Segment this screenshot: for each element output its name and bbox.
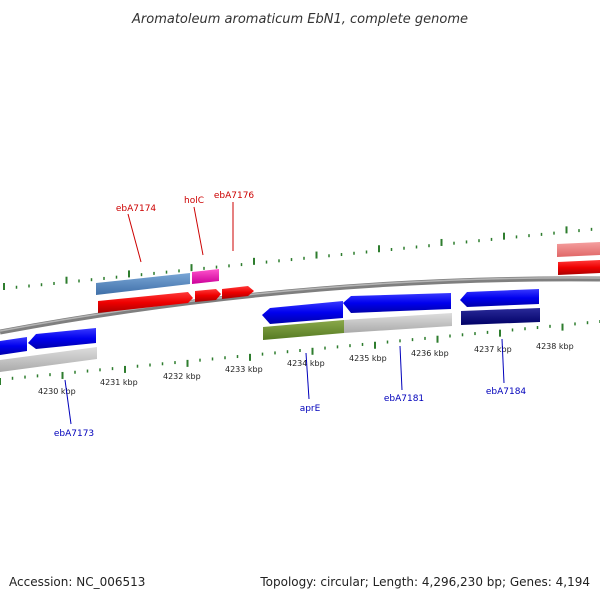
gene-aprE-cds[interactable] — [343, 293, 451, 313]
forward-gene-labels: ebA7174 holC ebA7176 — [116, 191, 255, 263]
gene-holC[interactable] — [192, 269, 219, 284]
forward-tick-row — [3, 226, 593, 290]
gene-holC-cds[interactable] — [195, 289, 221, 302]
reverse-gene-labels: ebA7173 aprE ebA7181 ebA7184 — [54, 338, 527, 439]
leader-line — [305, 352, 310, 400]
accession-text: Accession: NC_006513 — [9, 575, 145, 589]
gene-label-ebA7174[interactable]: ebA7174 — [116, 204, 157, 214]
kbp-label: 4230 kbp — [38, 387, 76, 396]
gene-ebA7173-neighbor[interactable] — [28, 328, 96, 349]
kbp-label: 4238 kbp — [536, 342, 574, 351]
leader-line — [501, 338, 505, 384]
leader-line — [64, 379, 72, 425]
leader-line — [399, 345, 403, 391]
gene-label-ebA7173[interactable]: ebA7173 — [54, 429, 94, 439]
leader-line — [193, 206, 204, 256]
kbp-label: 4233 kbp — [225, 365, 263, 374]
gene-ebA7176[interactable] — [222, 286, 254, 299]
gene-ebA7181[interactable] — [344, 313, 452, 333]
gene-ebA7184-neighbor[interactable] — [460, 289, 539, 307]
gene-label-ebA7184[interactable]: ebA7184 — [486, 387, 527, 397]
forward-genes — [96, 242, 600, 313]
kbp-label: 4237 kbp — [474, 345, 512, 354]
kbp-label: 4234 kbp — [287, 359, 325, 368]
gene-label-holC[interactable]: holC — [184, 196, 204, 206]
gene-ebA7174-cds[interactable] — [98, 292, 193, 313]
gene-label-ebA7181[interactable]: ebA7181 — [384, 394, 424, 404]
kbp-label: 4236 kbp — [411, 349, 449, 358]
kbp-label: 4232 kbp — [163, 372, 201, 381]
genome-backbone — [0, 276, 600, 335]
kbp-labels: 4230 kbp 4231 kbp 4232 kbp 4233 kbp 4234… — [38, 342, 574, 396]
gene-right-edge[interactable] — [558, 260, 600, 275]
gene-label-aprE[interactable]: aprE — [300, 404, 321, 414]
gene-ebA7173[interactable] — [0, 347, 97, 372]
gene-aprE[interactable] — [263, 320, 344, 340]
genome-summary-text: Topology: circular; Length: 4,296,230 bp… — [259, 575, 590, 589]
gene-ebA7174[interactable] — [96, 273, 190, 295]
kbp-label: 4235 kbp — [349, 354, 387, 363]
leader-line — [127, 213, 142, 263]
reverse-tick-row — [0, 320, 600, 385]
gene-right-edge-light[interactable] — [557, 242, 600, 257]
gene-label-ebA7176[interactable]: ebA7176 — [214, 191, 255, 201]
gene-ebA7184[interactable] — [461, 308, 540, 325]
kbp-label: 4231 kbp — [100, 378, 138, 387]
gene-aprE-region[interactable] — [262, 301, 343, 324]
gene-left-edge[interactable] — [0, 337, 27, 355]
reverse-genes — [0, 289, 540, 372]
map-title: Aromatoleum aromaticum EbN1, complete ge… — [131, 12, 468, 27]
